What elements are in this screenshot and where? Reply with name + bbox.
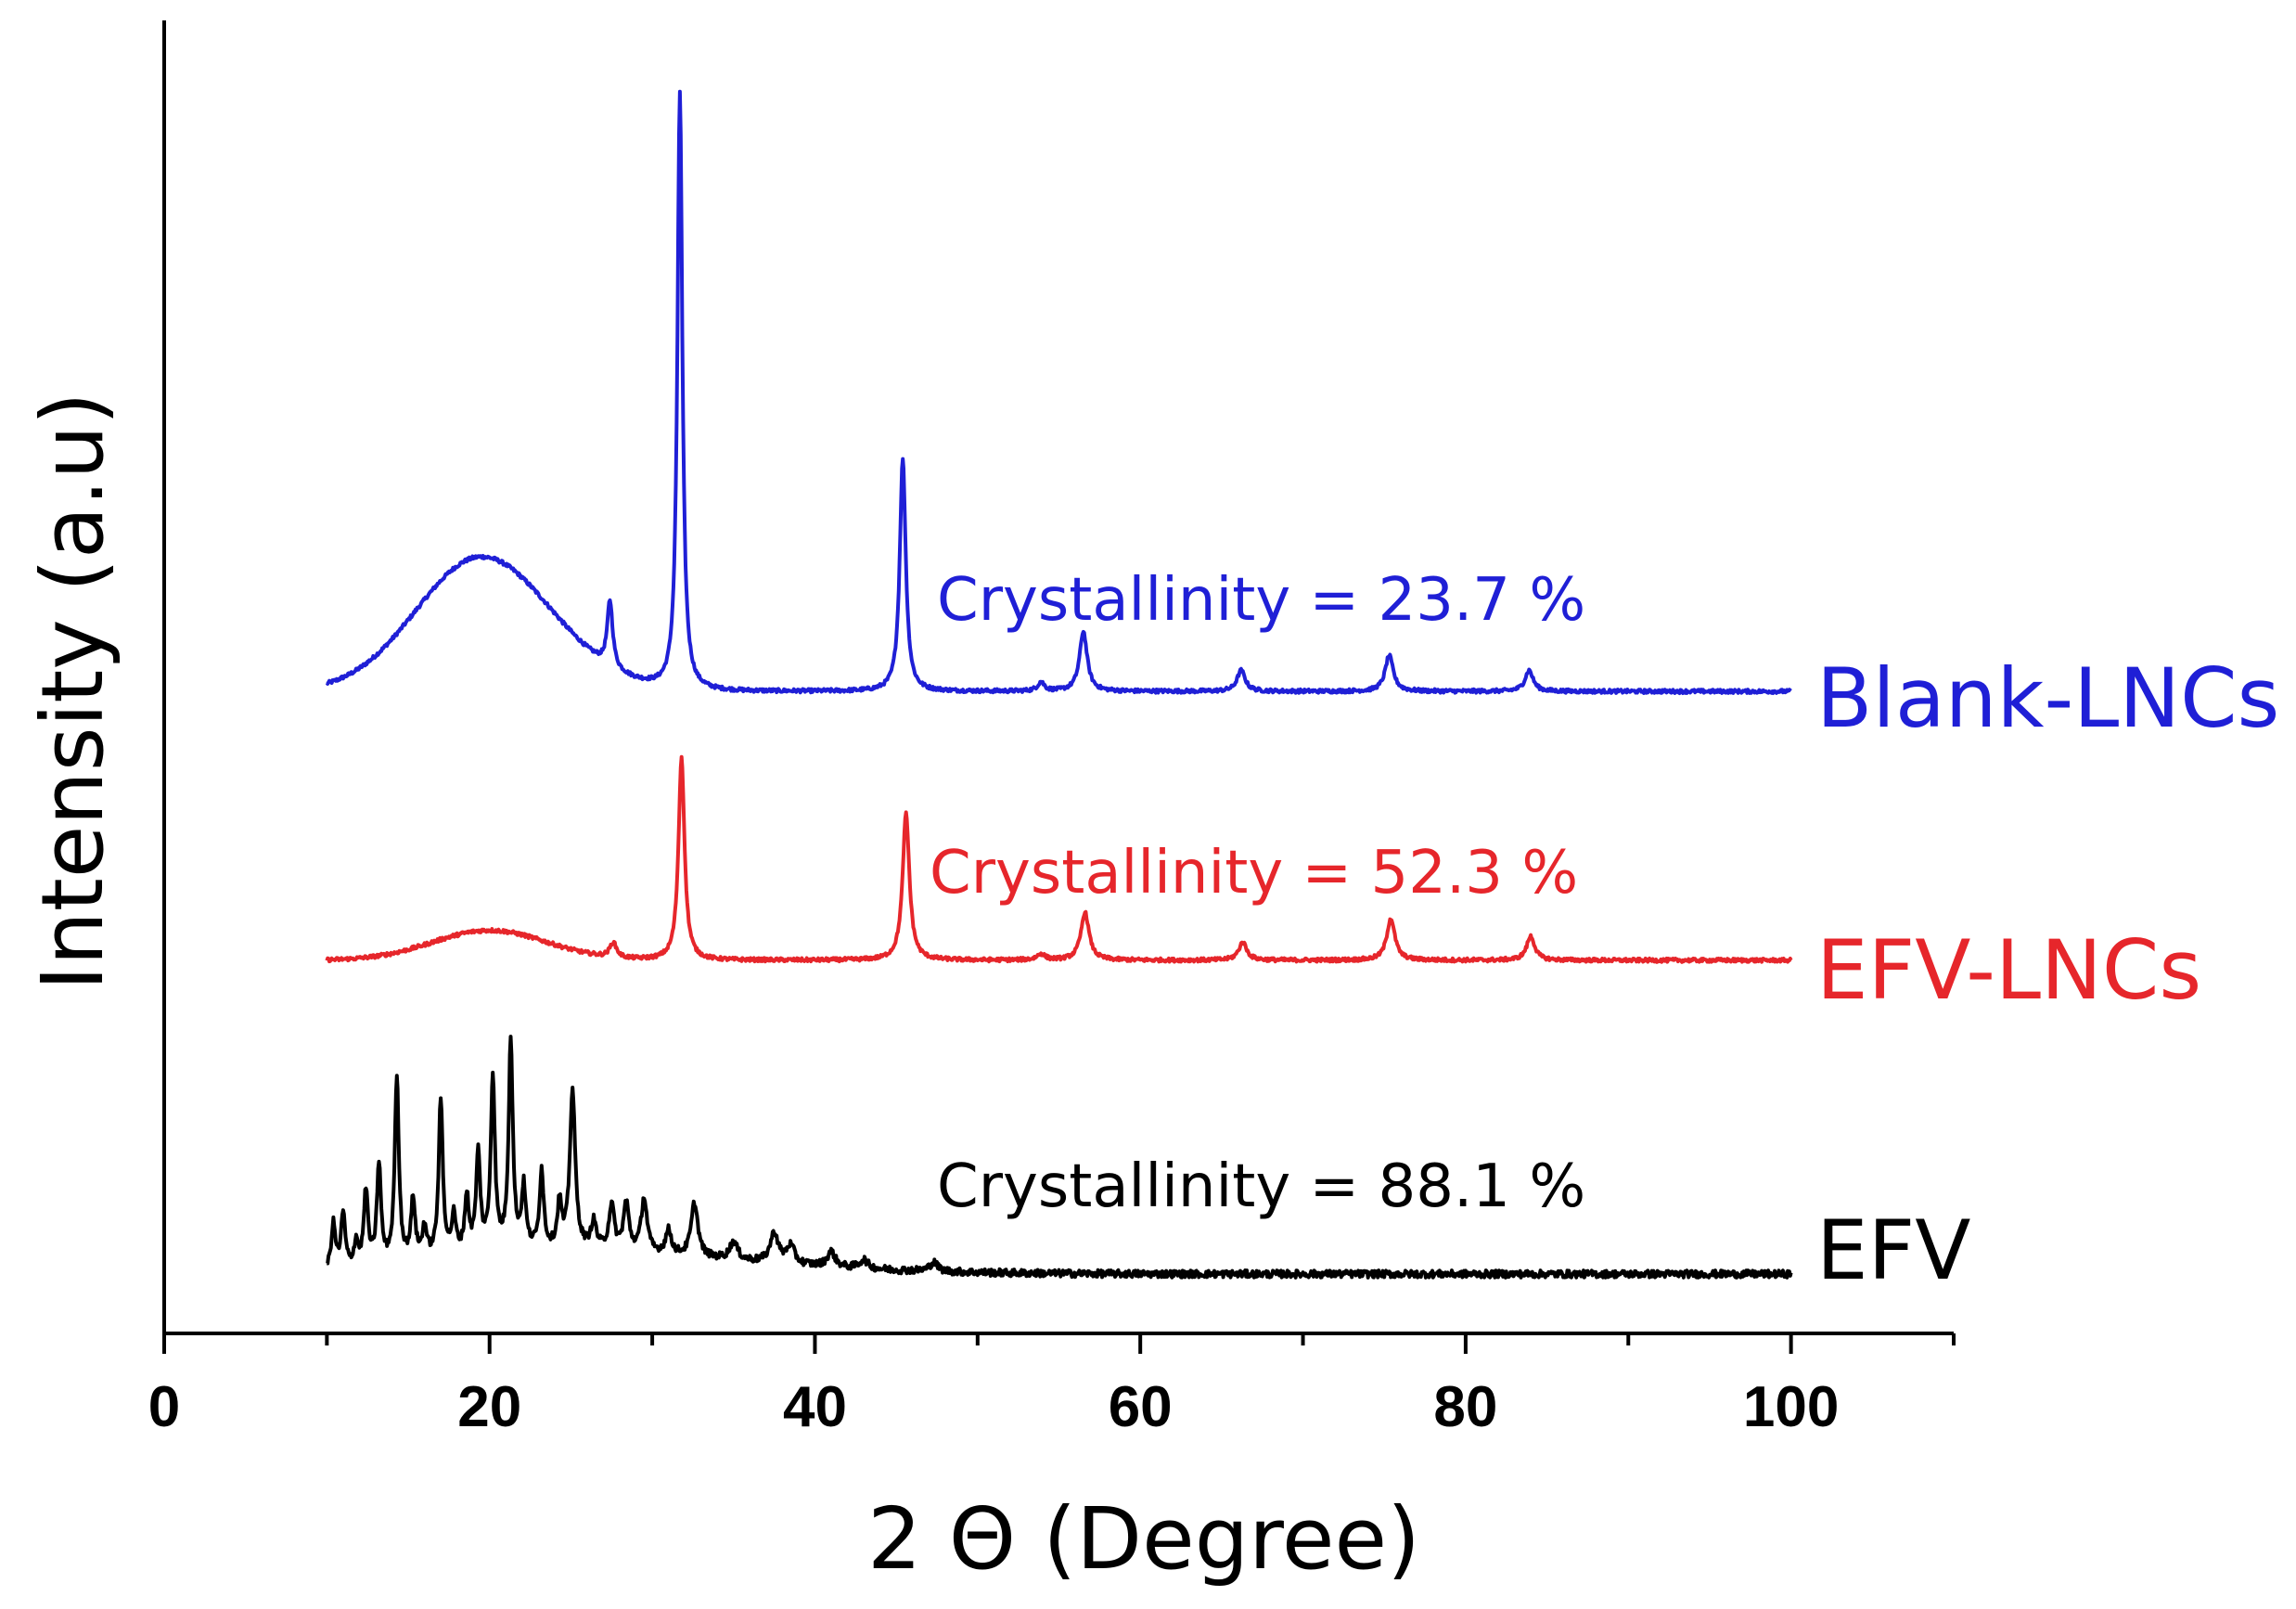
x-tick-label: 0 xyxy=(148,1375,180,1439)
series-line-blank-lncs xyxy=(325,89,1792,695)
series-label-blank-lncs: Blank-LNCs xyxy=(1816,650,2279,746)
series-label-efv: EFV xyxy=(1816,1203,1970,1298)
series-label-efv-lncs: EFV-LNCs xyxy=(1816,922,2201,1018)
x-tick-label: 20 xyxy=(457,1375,521,1439)
crystallinity-annotation-efv-lncs: Crystallinity = 52.3 % xyxy=(930,839,1578,907)
text-layer: 2 Θ (Degree) Intensity (a.u) Blank-LNCs Cry… xyxy=(23,392,2279,1589)
axes: 0 20 40 60 80 100 xyxy=(148,20,1956,1439)
x-tick-label: 80 xyxy=(1433,1375,1497,1439)
x-tick-label: 100 xyxy=(1743,1375,1839,1439)
x-axis-title: 2 Θ (Degree) xyxy=(867,1489,1420,1589)
y-axis-title: Intensity (a.u) xyxy=(23,392,122,990)
series-line-efv-lncs xyxy=(325,754,1793,964)
crystallinity-annotation-blank-lncs: Crystallinity = 23.7 % xyxy=(937,566,1585,635)
series-line-efv xyxy=(326,1035,1793,1280)
x-tick-label: 40 xyxy=(783,1375,847,1439)
crystallinity-annotation-efv: Crystallinity = 88.1 % xyxy=(937,1152,1585,1221)
series-layer xyxy=(325,89,1793,1280)
x-tick-label: 60 xyxy=(1109,1375,1173,1439)
